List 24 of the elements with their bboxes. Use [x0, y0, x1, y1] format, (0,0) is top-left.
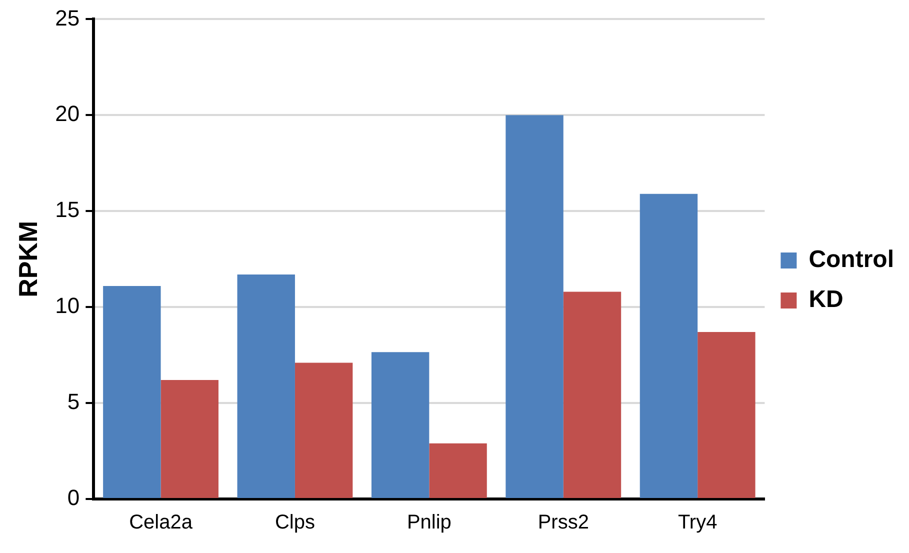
bar — [103, 286, 161, 498]
y-tick-label: 25 — [55, 5, 80, 30]
x-tick-label: Cela2a — [129, 512, 194, 534]
y-axis-title: RPKM — [12, 220, 43, 298]
bar — [371, 352, 430, 498]
bar — [429, 443, 487, 498]
bar — [563, 292, 622, 498]
x-tick-label: Pnlip — [406, 512, 452, 534]
bar — [640, 194, 698, 498]
x-tick-label: Try4 — [678, 512, 718, 534]
bar — [237, 274, 295, 498]
bar — [698, 332, 756, 498]
x-tick-label: Clps — [274, 512, 315, 534]
y-tick-label: 15 — [55, 197, 80, 222]
bar — [294, 362, 353, 498]
legend-label: KD — [808, 286, 844, 314]
y-tick-label: 5 — [67, 389, 80, 414]
y-tick-label: 0 — [67, 485, 80, 510]
x-tick-label: Prss2 — [538, 512, 589, 534]
bar — [160, 380, 218, 498]
bar — [506, 115, 564, 498]
legend-label: Control — [808, 246, 894, 274]
y-tick-label: 10 — [55, 293, 80, 318]
y-tick-label: 20 — [55, 101, 80, 126]
